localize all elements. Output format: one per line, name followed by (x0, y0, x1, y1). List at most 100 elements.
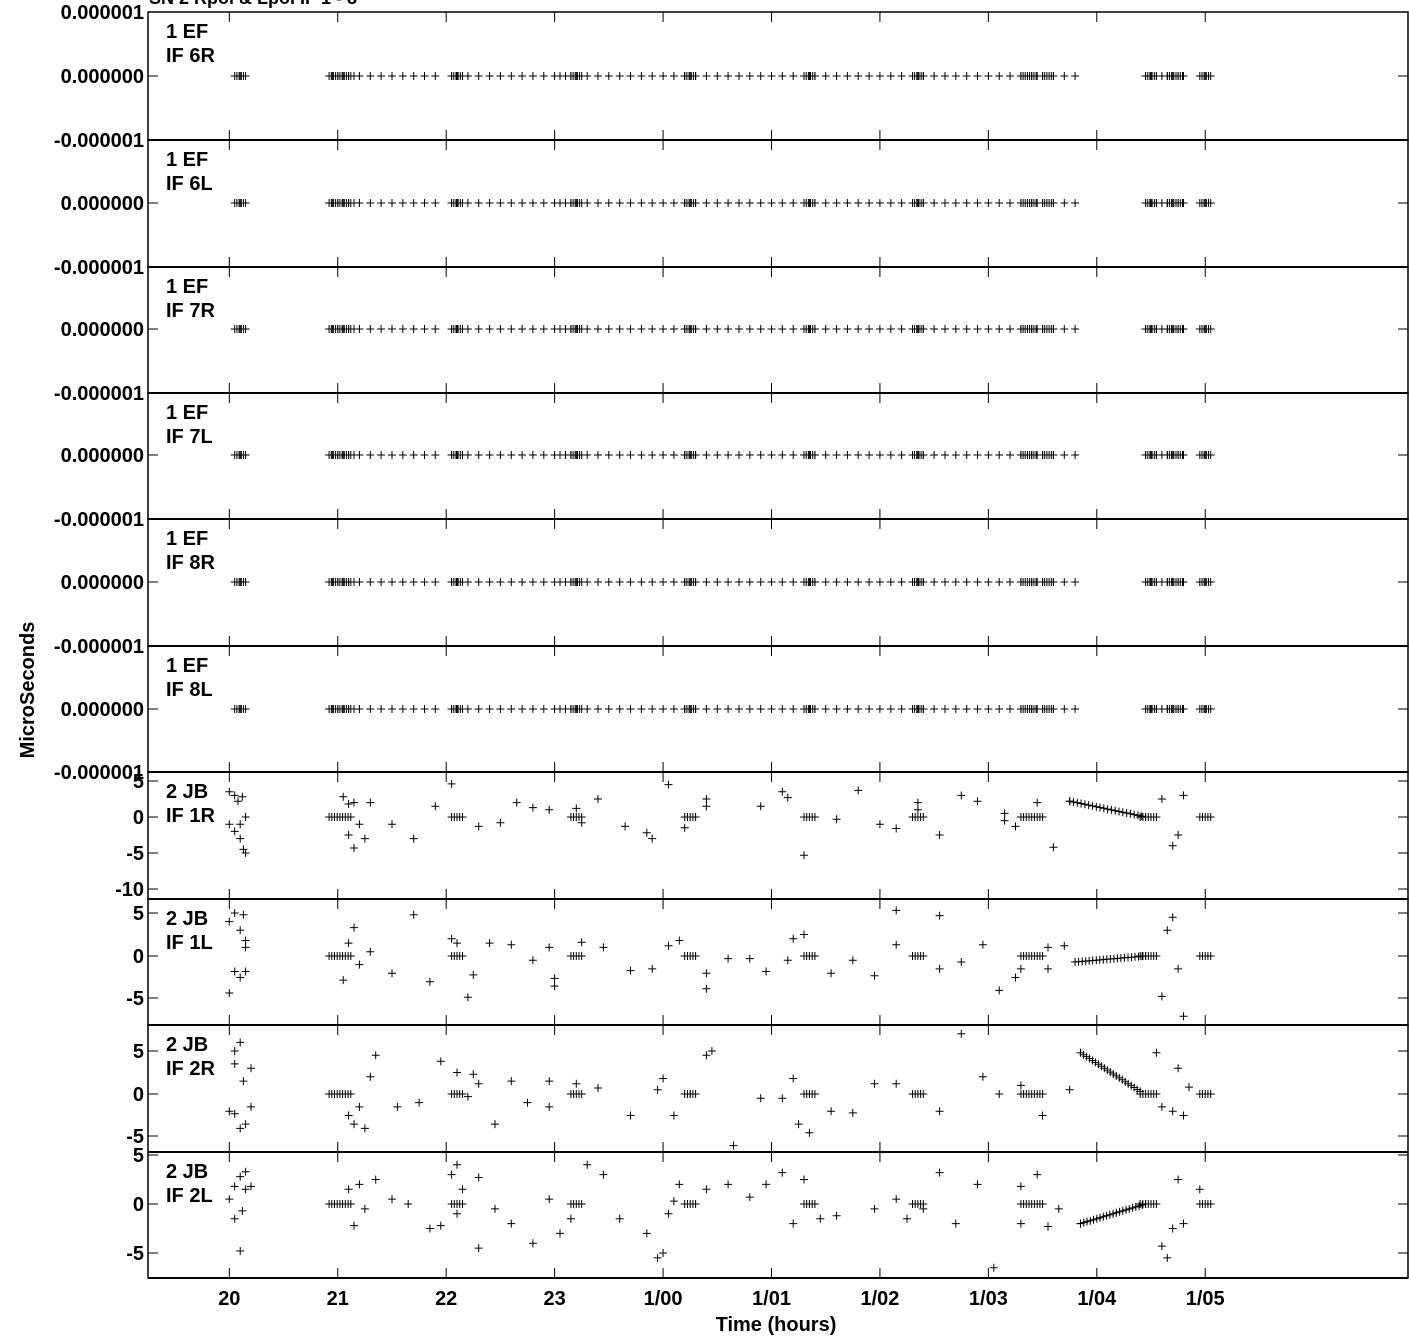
data-point (1049, 325, 1058, 333)
data-point (875, 199, 884, 207)
data-point (431, 705, 440, 713)
data-point (241, 1185, 250, 1194)
x-tick-label: 1/04 (1077, 1288, 1117, 1310)
data-point (572, 804, 581, 813)
data-point (577, 72, 586, 80)
data-point (507, 578, 516, 586)
data-point (1141, 952, 1150, 960)
data-point (789, 705, 798, 713)
data-point (594, 451, 602, 459)
data-point (366, 578, 375, 586)
data-point (1065, 1085, 1074, 1094)
data-point (626, 325, 635, 333)
data-point (1000, 809, 1009, 818)
data-point (691, 451, 700, 459)
data-point (447, 1170, 456, 1179)
data-point (941, 199, 949, 207)
data-point (594, 578, 602, 586)
data-point (247, 1102, 255, 1111)
data-point (713, 578, 722, 586)
data-point (1099, 1212, 1108, 1221)
data-point (995, 325, 1004, 333)
data-point (1038, 1200, 1047, 1208)
data-point (800, 1175, 808, 1184)
data-point (919, 952, 928, 960)
data-point (626, 199, 635, 207)
data-point (1071, 72, 1080, 80)
data-point (485, 325, 494, 333)
data-point (648, 964, 657, 973)
data-point (447, 934, 456, 943)
data-point (485, 451, 494, 459)
data-point (659, 451, 668, 459)
data-point (599, 1170, 608, 1179)
panel-if-label: IF 1R (166, 805, 215, 827)
data-point (870, 1204, 879, 1213)
data-point (507, 325, 516, 333)
data-point (930, 705, 939, 713)
data-point (1071, 451, 1080, 459)
panel-station-label: 2 JB (166, 1034, 208, 1056)
data-point (659, 199, 668, 207)
data-point (1206, 1090, 1215, 1098)
data-point (713, 451, 722, 459)
data-point (474, 199, 483, 207)
data-point (528, 325, 537, 333)
data-point (702, 199, 711, 207)
data-point (951, 705, 960, 713)
data-point (1130, 810, 1139, 819)
data-point (756, 1094, 765, 1103)
data-point (962, 199, 971, 207)
data-point (669, 325, 678, 333)
data-point (892, 1079, 901, 1088)
data-point (463, 1092, 472, 1101)
data-point (669, 199, 678, 207)
data-point (995, 705, 1004, 713)
data-point (1135, 1202, 1144, 1210)
y-tick-label: -0.000001 (54, 130, 144, 152)
data-point (539, 451, 548, 459)
panel-station-label: 1 EF (166, 402, 208, 424)
data-point (1054, 1204, 1063, 1213)
data-point (848, 956, 857, 965)
data-point (346, 1200, 355, 1208)
x-axis-label: Time (hours) (716, 1314, 837, 1336)
data-point (854, 786, 863, 795)
panel-station-label: 2 JB (166, 908, 208, 930)
data-point (886, 325, 895, 333)
data-point (528, 72, 537, 80)
data-point (919, 199, 928, 207)
data-point (545, 943, 554, 952)
data-point (941, 72, 949, 80)
data-point (789, 72, 798, 80)
data-point (474, 705, 483, 713)
data-point (1174, 1064, 1183, 1073)
data-point (344, 831, 353, 839)
data-point (626, 578, 635, 586)
data-point (816, 1214, 825, 1223)
data-point (239, 845, 248, 854)
y-tick-label: 0.000000 (61, 193, 144, 215)
data-point (1206, 199, 1215, 207)
data-point (870, 1079, 879, 1088)
data-point (735, 72, 743, 80)
data-point (962, 578, 971, 586)
data-point (1126, 809, 1135, 818)
data-point (458, 952, 467, 960)
data-point (659, 1074, 668, 1083)
data-point (420, 578, 429, 586)
data-point (572, 1079, 581, 1088)
panel-frame (147, 771, 1409, 900)
data-point (507, 199, 516, 207)
data-point (642, 1229, 651, 1238)
data-point (843, 72, 852, 80)
data-point (447, 779, 456, 788)
y-tick-label: 5 (133, 903, 144, 925)
data-point (230, 791, 239, 800)
data-point (550, 982, 559, 991)
data-point (930, 72, 939, 80)
data-point (594, 795, 602, 803)
panel-station-label: 2 JB (166, 781, 208, 803)
